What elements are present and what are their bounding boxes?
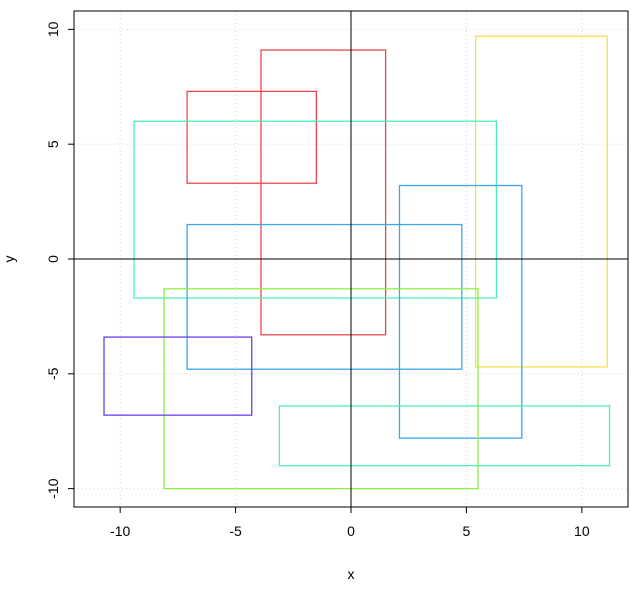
y-tick-label-2: 0 — [45, 255, 61, 263]
rectangles-layer — [103, 35, 611, 490]
x-tick-label-3: 5 — [463, 523, 471, 539]
y-tick-label-3: 5 — [45, 140, 61, 148]
y-axis: -10 -5 0 5 10 — [45, 21, 74, 499]
y-tick-label-4: 10 — [45, 21, 61, 37]
x-tick-label-1: -5 — [229, 523, 242, 539]
x-axis: -10 -5 0 5 10 — [110, 507, 590, 539]
x-tick-label-4: 10 — [574, 523, 590, 539]
x-tick-label-2: 0 — [347, 523, 355, 539]
data-rectangle-1 — [260, 49, 387, 336]
y-tick-label-1: -5 — [45, 367, 61, 380]
data-rectangle-4 — [133, 120, 498, 299]
y-tick-label-0: -10 — [45, 478, 61, 498]
data-rectangle-2 — [186, 90, 318, 184]
data-rectangle-7 — [163, 288, 479, 490]
reference-lines-layer — [74, 11, 628, 507]
data-rectangle-8 — [103, 336, 253, 416]
data-rectangle-6 — [398, 184, 523, 439]
x-axis-label: x — [348, 566, 355, 582]
data-rectangle-5 — [186, 223, 463, 370]
data-rectangle-3 — [474, 35, 608, 368]
y-axis-label: y — [1, 256, 17, 263]
data-rectangle-9 — [278, 405, 611, 467]
x-tick-label-0: -10 — [110, 523, 130, 539]
